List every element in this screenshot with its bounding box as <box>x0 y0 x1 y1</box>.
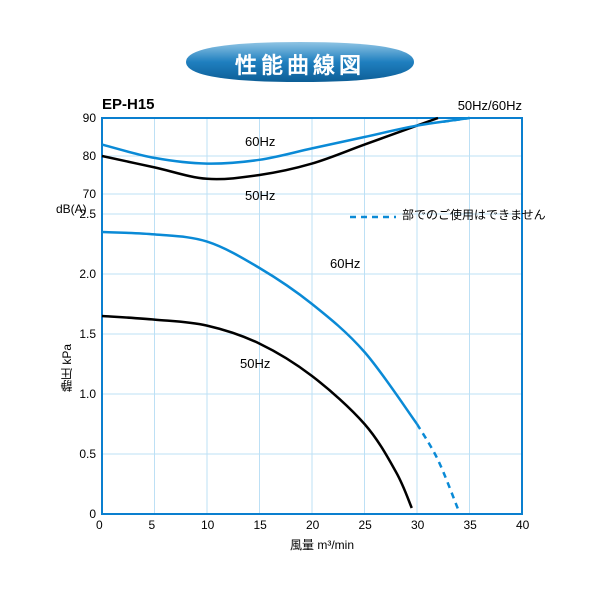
x-tick: 15 <box>254 518 267 532</box>
title-banner: 性能曲線図 <box>180 40 420 84</box>
legend-dash-swatch <box>350 212 396 222</box>
db-50hz-label: 50Hz <box>245 188 275 203</box>
y-bottom-tick: 1.0 <box>79 387 96 401</box>
x-tick: 30 <box>411 518 424 532</box>
x-tick: 25 <box>359 518 372 532</box>
x-tick: 20 <box>306 518 319 532</box>
db-60hz-label: 60Hz <box>245 134 275 149</box>
sp-60hz-label: 60Hz <box>330 256 360 271</box>
y-top-tick: 80 <box>83 149 96 163</box>
y-bottom-tick: 2.5 <box>79 207 96 221</box>
x-axis-label: 風量 m³/min <box>290 536 354 553</box>
y-bottom-tick: 1.5 <box>79 327 96 341</box>
y-top-tick: 90 <box>83 111 96 125</box>
y-bottom-tick: 0.5 <box>79 447 96 461</box>
y-bottom-axis-label: 静圧 kPa <box>58 344 75 392</box>
x-tick: 10 <box>201 518 214 532</box>
legend-dash-text: 部でのご使用はできません <box>402 206 546 223</box>
y-top-tick: 70 <box>83 187 96 201</box>
x-tick: 0 <box>96 518 103 532</box>
banner-title: 性能曲線図 <box>180 48 420 80</box>
x-tick: 5 <box>149 518 156 532</box>
y-bottom-tick: 2.0 <box>79 267 96 281</box>
chart-svg <box>50 96 550 556</box>
y-bottom-tick: 0 <box>89 507 96 521</box>
sp-50hz-label: 50Hz <box>240 356 270 371</box>
x-tick: 35 <box>464 518 477 532</box>
x-tick: 40 <box>516 518 529 532</box>
chart-container: EP-H15 50Hz/60Hz 708090 dB(A) 00.51.01.5… <box>50 96 550 556</box>
